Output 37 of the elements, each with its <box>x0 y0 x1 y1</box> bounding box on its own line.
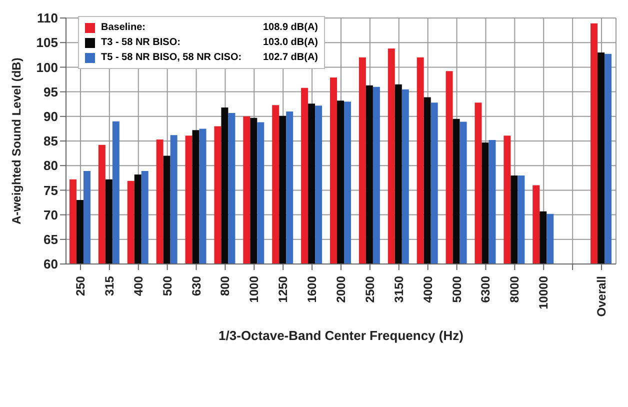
y-tick-label: 100 <box>36 60 58 75</box>
x-tick-label: Overall <box>594 276 609 317</box>
x-tick-label: 315 <box>102 276 116 296</box>
x-tick-label: 8000 <box>508 276 522 303</box>
x-tick-label: 1000 <box>247 276 262 303</box>
legend-label: T5 - 58 NR BISO, 58 NR CISO: <box>101 52 243 63</box>
x-tick-label: 2000 <box>334 276 348 303</box>
y-axis-title: A-weighted Sound Level (dB) <box>9 58 24 224</box>
x-tick-label: 800 <box>218 276 232 296</box>
annotation: 103.0 dB(A) <box>263 37 318 48</box>
x-tick-label: 5000 <box>450 276 464 303</box>
x-tick-label: 1600 <box>305 276 320 303</box>
y-tick-label: 105 <box>36 35 58 50</box>
x-tick-label: 6300 <box>478 276 493 303</box>
y-tick-label: 80 <box>44 158 58 174</box>
y-tick-label: 90 <box>44 109 58 124</box>
y-tick-label: 75 <box>44 182 58 198</box>
annotation: 108.9 dB(A) <box>263 22 318 33</box>
x-axis-title: 1/3-Octave-Band Center Frequency (Hz) <box>218 328 464 343</box>
annotation: 102.7 dB(A) <box>263 52 318 63</box>
y-tick-label: 110 <box>37 10 58 26</box>
y-tick-label: 65 <box>44 232 58 248</box>
x-tick-label: 630 <box>189 276 204 296</box>
legend-label: Baseline: <box>101 22 146 33</box>
x-tick-label: 2500 <box>362 276 377 303</box>
y-tick-label: 95 <box>44 84 58 100</box>
legend-label: T3 - 58 NR BISO: <box>101 37 182 48</box>
x-tick-label: 1250 <box>276 276 290 303</box>
x-tick-label: 4000 <box>420 276 435 303</box>
y-tick-label: 60 <box>44 256 58 272</box>
x-tick-label: 250 <box>73 276 88 296</box>
x-tick-label: 400 <box>131 276 146 296</box>
x-tick-label: 3150 <box>392 276 406 303</box>
x-tick-label: 10000 <box>536 276 551 310</box>
y-tick-label: 70 <box>44 207 58 222</box>
y-tick-label: 85 <box>44 134 58 149</box>
x-tick-label: 500 <box>160 276 174 296</box>
